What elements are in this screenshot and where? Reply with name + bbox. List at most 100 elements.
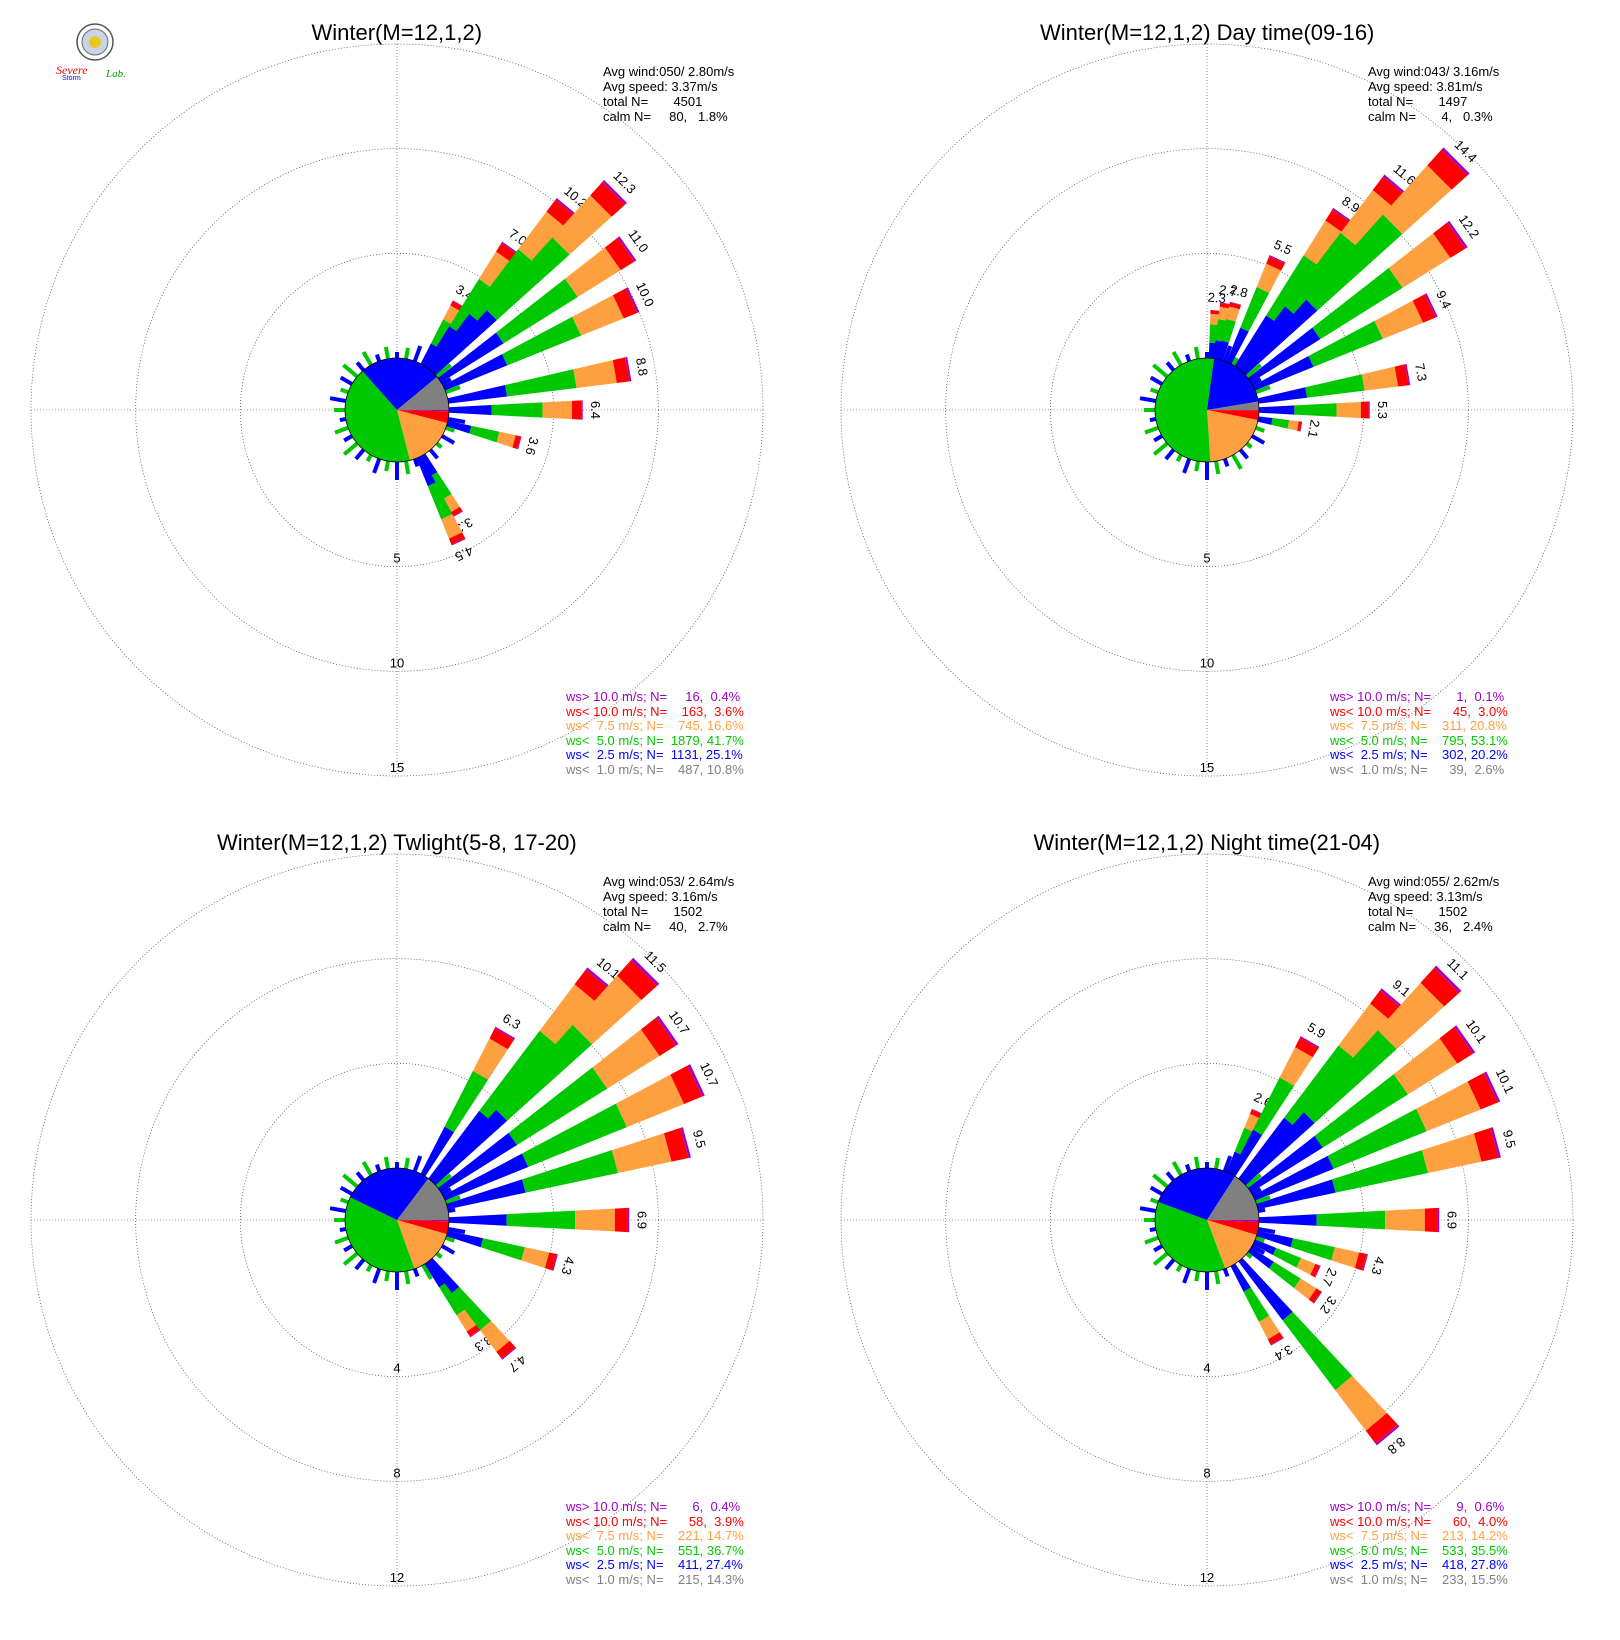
pie-slice: [1207, 1176, 1259, 1220]
minor-bar: [354, 1258, 366, 1271]
legend-entry: ws< 10.0 m/s; N= 163, 3.6%: [566, 703, 744, 719]
bar-segment: [1229, 301, 1242, 306]
bar-segment: [1306, 214, 1403, 311]
bar-segment: [1308, 320, 1383, 367]
bar-segment: [640, 1017, 677, 1056]
minor-bar: [1175, 454, 1183, 463]
bar-segment: [451, 1286, 492, 1331]
bar-segment: [501, 1347, 517, 1360]
wind-rose-panel-twilight: 4 8 12 6.3 10.1 11.5 10.7 10.7 9.5 6.9 4.3 3.3 4.7 Wi…: [0, 810, 810, 1620]
pie-outline: [344, 1167, 450, 1273]
bar-segment: [1354, 1252, 1367, 1271]
bar-segment: [1247, 327, 1321, 383]
stats-line: Avg speed: 3.37m/s: [603, 79, 718, 94]
minor-bar: [1222, 1268, 1230, 1278]
bar-segment: [1382, 165, 1452, 235]
bar-segment: [612, 288, 638, 319]
legend-entry: ws< 2.5 m/s; N= 411, 27.4%: [566, 1557, 743, 1572]
bar-segment: [1219, 302, 1232, 309]
stats-line: calm N= 4, 0.3%: [1368, 109, 1493, 124]
bar-segment: [1257, 387, 1308, 404]
ring-label: 15: [1200, 760, 1214, 775]
bar-segment: [1226, 306, 1240, 322]
bar-value-label: 3.2: [1317, 1293, 1340, 1316]
chart-title: Winter(M=12,1,2): [311, 20, 483, 45]
bar-segment: [1215, 319, 1228, 342]
bar-segment: [1272, 1247, 1302, 1268]
speed-legend: ws> 10.0 m/s; N= 9, 0.6% ws< 10.0 m/s; N=…: [1330, 1499, 1508, 1587]
legend-entry: ws> 10.0 m/s; N= 9, 0.6%: [1330, 1499, 1505, 1514]
bar-segment: [1314, 1265, 1321, 1278]
pie-slice: [397, 1220, 449, 1235]
minor-bar: [435, 363, 452, 379]
minor-bar: [421, 1264, 433, 1280]
bar-segment: [572, 400, 582, 420]
wind-rose-plot: 510152.32.72.85.58.911.614.412.29.47.35.…: [840, 43, 1574, 777]
minor-bar: [334, 425, 349, 435]
bar-segment: [496, 1024, 593, 1121]
bar-segment: [496, 278, 578, 344]
minor-bar: [1152, 441, 1169, 456]
speed-legend: ws> 10.0 m/s; N= 1, 0.1% ws< 10.0 m/s; N=…: [1330, 689, 1508, 777]
minor-bar: [1149, 387, 1159, 395]
minor-bar: [1193, 346, 1200, 360]
minor-bar: [384, 460, 390, 472]
minor-bar: [441, 434, 456, 445]
legend-entry: ws> 10.0 m/s; N= 1, 0.1%: [1330, 689, 1505, 704]
legend-entry: ws< 1.0 m/s; N= 39, 2.6%: [1330, 761, 1505, 777]
bar-segment: [1229, 302, 1242, 310]
legend-entry: ws< 7.5 m/s; N= 745, 16.6%: [566, 718, 744, 733]
bar-segment: [448, 1214, 507, 1226]
legend-entry: ws< 5.0 m/s; N= 795, 53.1%: [1330, 732, 1508, 748]
bar-value-label: 2.7: [1218, 282, 1238, 300]
ring-label: 8: [1203, 1465, 1210, 1480]
pie-slice: [1207, 401, 1259, 410]
minor-bar: [355, 361, 366, 372]
pie-slice: [397, 376, 449, 410]
bar-segment: [424, 1260, 447, 1288]
bar-segment: [1336, 401, 1361, 419]
bar-segment: [1437, 1207, 1440, 1233]
legend-entry: ws> 10.0 m/s; N= 6, 0.4%: [566, 1499, 741, 1514]
bar-segment: [585, 967, 613, 991]
bar-segment: [522, 1150, 619, 1193]
bar-segment: [1238, 1258, 1293, 1321]
legend-entry: ws< 2.5 m/s; N= 418, 27.8%: [1330, 1557, 1508, 1572]
minor-bar: [1214, 1270, 1221, 1285]
minor-bar: [384, 1270, 390, 1282]
bar-value-label: 5.5: [1272, 237, 1295, 258]
bar-segment: [1241, 299, 1318, 376]
bar-segment: [1427, 149, 1468, 190]
bar-segment: [1240, 287, 1270, 332]
bar-segment: [448, 532, 466, 545]
bar-segment: [446, 1230, 484, 1248]
bar-segment: [1244, 1113, 1261, 1133]
minor-bar: [334, 1235, 349, 1245]
minor-bar: [1251, 1187, 1262, 1196]
bar-segment: [670, 1065, 703, 1105]
wind-rose-plot: 48122.65.99.111.110.110.19.56.94.32.73.2…: [840, 853, 1574, 1587]
bar-segment: [564, 247, 621, 298]
bar-segment: [1490, 1127, 1502, 1159]
bar-segment: [1299, 1036, 1320, 1049]
bar-segment: [1327, 1108, 1427, 1169]
bar-segment: [612, 357, 630, 384]
bar-segment: [555, 197, 579, 218]
minor-bar: [1175, 1264, 1183, 1273]
minor-bar: [1153, 1244, 1163, 1253]
ring-label: 4: [1203, 1361, 1210, 1376]
chart-title: Winter(M=12,1,2) Night time(21-04): [1033, 830, 1381, 855]
bar-segment: [552, 1253, 558, 1271]
bar-segment: [1316, 1210, 1386, 1230]
minor-bar: [1238, 448, 1250, 460]
bar-value-label: 7.3: [1412, 362, 1430, 382]
minor-bar: [372, 458, 382, 474]
minor-bar: [441, 377, 452, 386]
bar-value-label: 4.5: [453, 543, 476, 564]
minor-bar: [1149, 1227, 1157, 1233]
bar-segment: [512, 435, 521, 450]
minor-bar: [1139, 1206, 1157, 1213]
bar-segment: [1226, 1151, 1242, 1175]
bar-value-label: 2.3: [1207, 290, 1226, 307]
minor-bar: [435, 1173, 452, 1189]
